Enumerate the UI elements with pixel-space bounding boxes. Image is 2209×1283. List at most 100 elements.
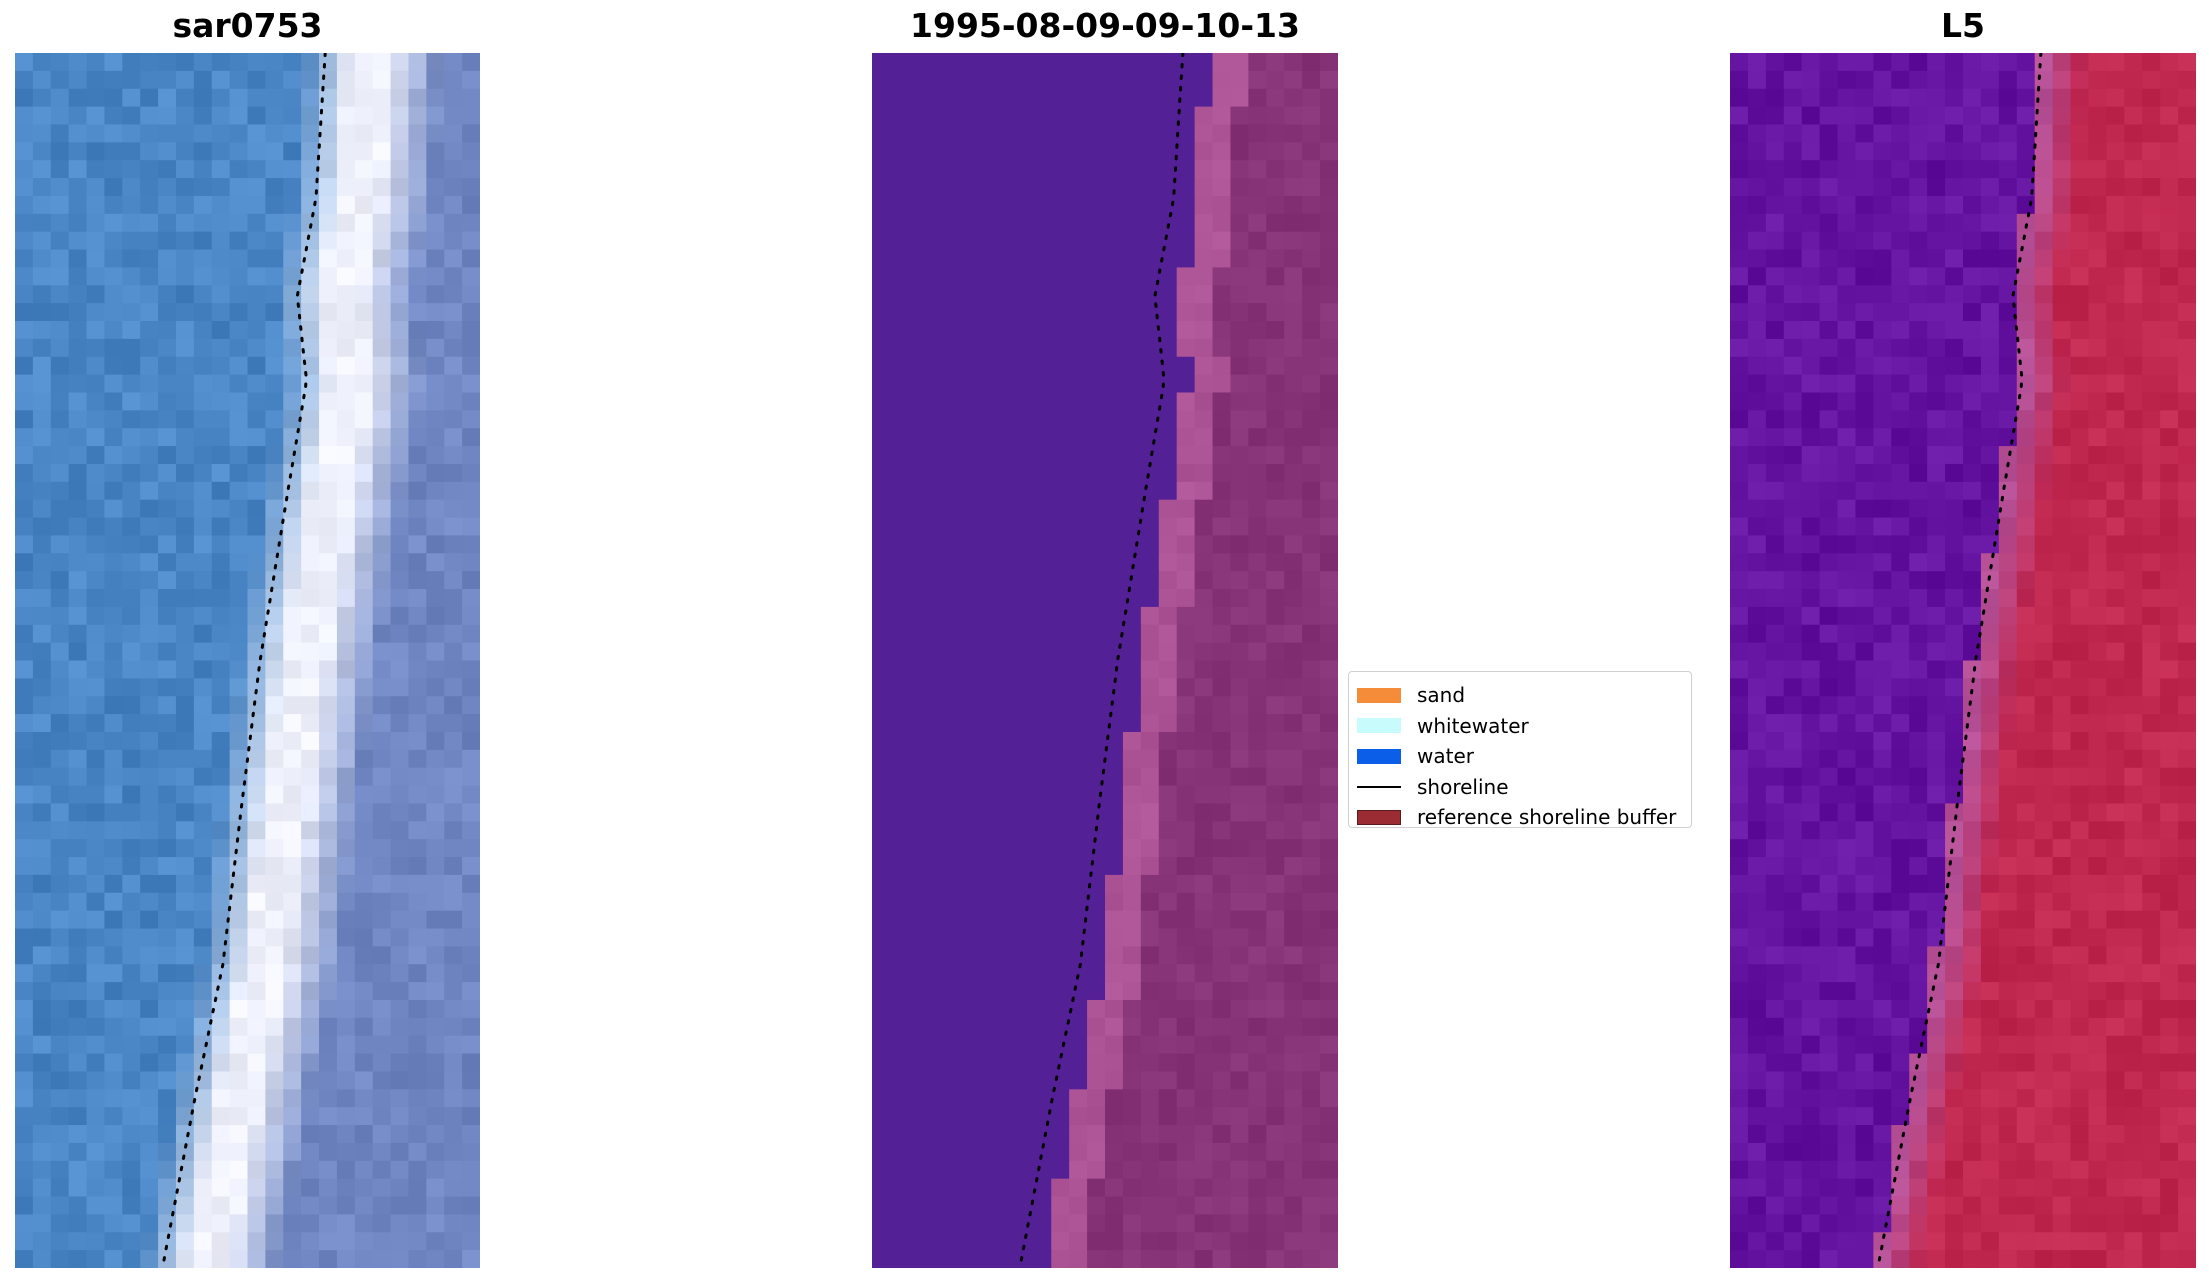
image-pixel bbox=[2052, 642, 2072, 662]
image-pixel bbox=[1980, 678, 2000, 697]
image-pixel bbox=[229, 839, 249, 858]
image-pixel bbox=[1069, 803, 1088, 822]
image-pixel bbox=[408, 356, 427, 376]
image-pixel bbox=[2034, 982, 2054, 1001]
image-pixel bbox=[2088, 285, 2107, 304]
image-pixel bbox=[1927, 964, 1946, 983]
image-pixel bbox=[2124, 892, 2143, 912]
image-pixel bbox=[1837, 356, 1857, 376]
image-pixel bbox=[122, 213, 141, 233]
image-pixel bbox=[1783, 178, 1803, 197]
image-pixel bbox=[997, 321, 1016, 340]
image-pixel bbox=[86, 285, 106, 304]
image-pixel bbox=[2124, 338, 2143, 358]
image-pixel bbox=[1873, 160, 1892, 179]
image-pixel bbox=[1212, 1107, 1232, 1126]
image-pixel bbox=[2124, 999, 2143, 1019]
image-pixel bbox=[1051, 338, 1070, 358]
image-pixel bbox=[462, 874, 480, 894]
image-pixel bbox=[1051, 267, 1070, 286]
image-pixel bbox=[1266, 285, 1285, 304]
image-pixel bbox=[1783, 124, 1803, 143]
image-pixel bbox=[1302, 195, 1321, 215]
image-pixel bbox=[2088, 606, 2107, 626]
image-pixel bbox=[1015, 964, 1034, 983]
image-pixel bbox=[390, 428, 410, 447]
image-pixel bbox=[301, 499, 320, 519]
image-pixel bbox=[32, 910, 52, 930]
image-pixel bbox=[2070, 928, 2090, 947]
image-pixel bbox=[1819, 803, 1839, 822]
image-pixel bbox=[86, 946, 106, 965]
image-pixel bbox=[2160, 285, 2179, 304]
image-pixel bbox=[462, 428, 480, 447]
image-pixel bbox=[997, 142, 1016, 161]
image-pixel bbox=[1087, 88, 1106, 108]
image-pixel bbox=[32, 821, 52, 840]
image-pixel bbox=[1837, 88, 1857, 108]
image-pixel bbox=[925, 714, 945, 733]
image-pixel bbox=[140, 231, 159, 251]
image-pixel bbox=[1730, 160, 1749, 179]
image-pixel bbox=[1266, 410, 1285, 429]
image-pixel bbox=[1122, 660, 1142, 679]
image-pixel bbox=[943, 285, 963, 304]
image-pixel bbox=[2124, 70, 2143, 90]
image-pixel bbox=[1284, 338, 1303, 358]
image-pixel bbox=[1051, 910, 1070, 930]
image-pixel bbox=[211, 321, 231, 340]
image-pixel bbox=[1909, 124, 1928, 143]
image-pixel bbox=[211, 749, 231, 769]
image-pixel bbox=[1980, 446, 2000, 465]
image-pixel bbox=[2124, 410, 2143, 429]
image-pixel bbox=[889, 696, 909, 715]
image-pixel bbox=[283, 1160, 302, 1180]
image-pixel bbox=[1302, 964, 1321, 983]
image-pixel bbox=[1837, 767, 1857, 787]
image-pixel bbox=[390, 767, 410, 787]
image-pixel bbox=[2016, 714, 2036, 733]
image-pixel bbox=[1212, 249, 1232, 269]
image-pixel bbox=[889, 1232, 909, 1251]
image-pixel bbox=[1266, 749, 1285, 769]
image-pixel bbox=[1051, 731, 1070, 751]
image-pixel bbox=[462, 249, 480, 269]
image-pixel bbox=[1033, 178, 1052, 197]
image-pixel bbox=[1087, 446, 1106, 465]
image-pixel bbox=[997, 285, 1016, 304]
image-pixel bbox=[158, 267, 177, 286]
image-pixel bbox=[68, 106, 88, 126]
image-pixel bbox=[372, 1107, 392, 1126]
image-pixel bbox=[265, 374, 284, 394]
image-pixel bbox=[265, 1196, 284, 1215]
image-pixel bbox=[354, 428, 374, 447]
image-pixel bbox=[175, 553, 195, 572]
image-pixel bbox=[211, 249, 231, 269]
image-pixel bbox=[158, 285, 177, 304]
image-pixel bbox=[1320, 642, 1338, 662]
image-pixel bbox=[1051, 178, 1070, 197]
image-pixel bbox=[1176, 624, 1196, 644]
image-pixel bbox=[229, 213, 249, 233]
image-pixel bbox=[2124, 767, 2143, 787]
image-pixel bbox=[1284, 553, 1303, 572]
image-pixel bbox=[104, 88, 123, 108]
image-pixel bbox=[1927, 213, 1946, 233]
image-pixel bbox=[140, 1232, 159, 1251]
image-pixel bbox=[961, 803, 981, 822]
image-pixel bbox=[1302, 553, 1321, 572]
image-pixel bbox=[925, 88, 945, 108]
image-pixel bbox=[1015, 249, 1034, 269]
image-pixel bbox=[104, 249, 123, 269]
image-pixel bbox=[158, 1178, 177, 1198]
image-pixel bbox=[283, 1232, 302, 1251]
image-pixel bbox=[2142, 731, 2161, 751]
image-pixel bbox=[961, 1142, 981, 1162]
image-pixel bbox=[1945, 660, 1964, 679]
image-pixel bbox=[265, 785, 284, 805]
image-pixel bbox=[1248, 535, 1267, 554]
image-pixel bbox=[2034, 571, 2054, 590]
image-pixel bbox=[211, 1232, 231, 1251]
image-pixel bbox=[979, 160, 999, 179]
image-pixel bbox=[1015, 767, 1034, 787]
